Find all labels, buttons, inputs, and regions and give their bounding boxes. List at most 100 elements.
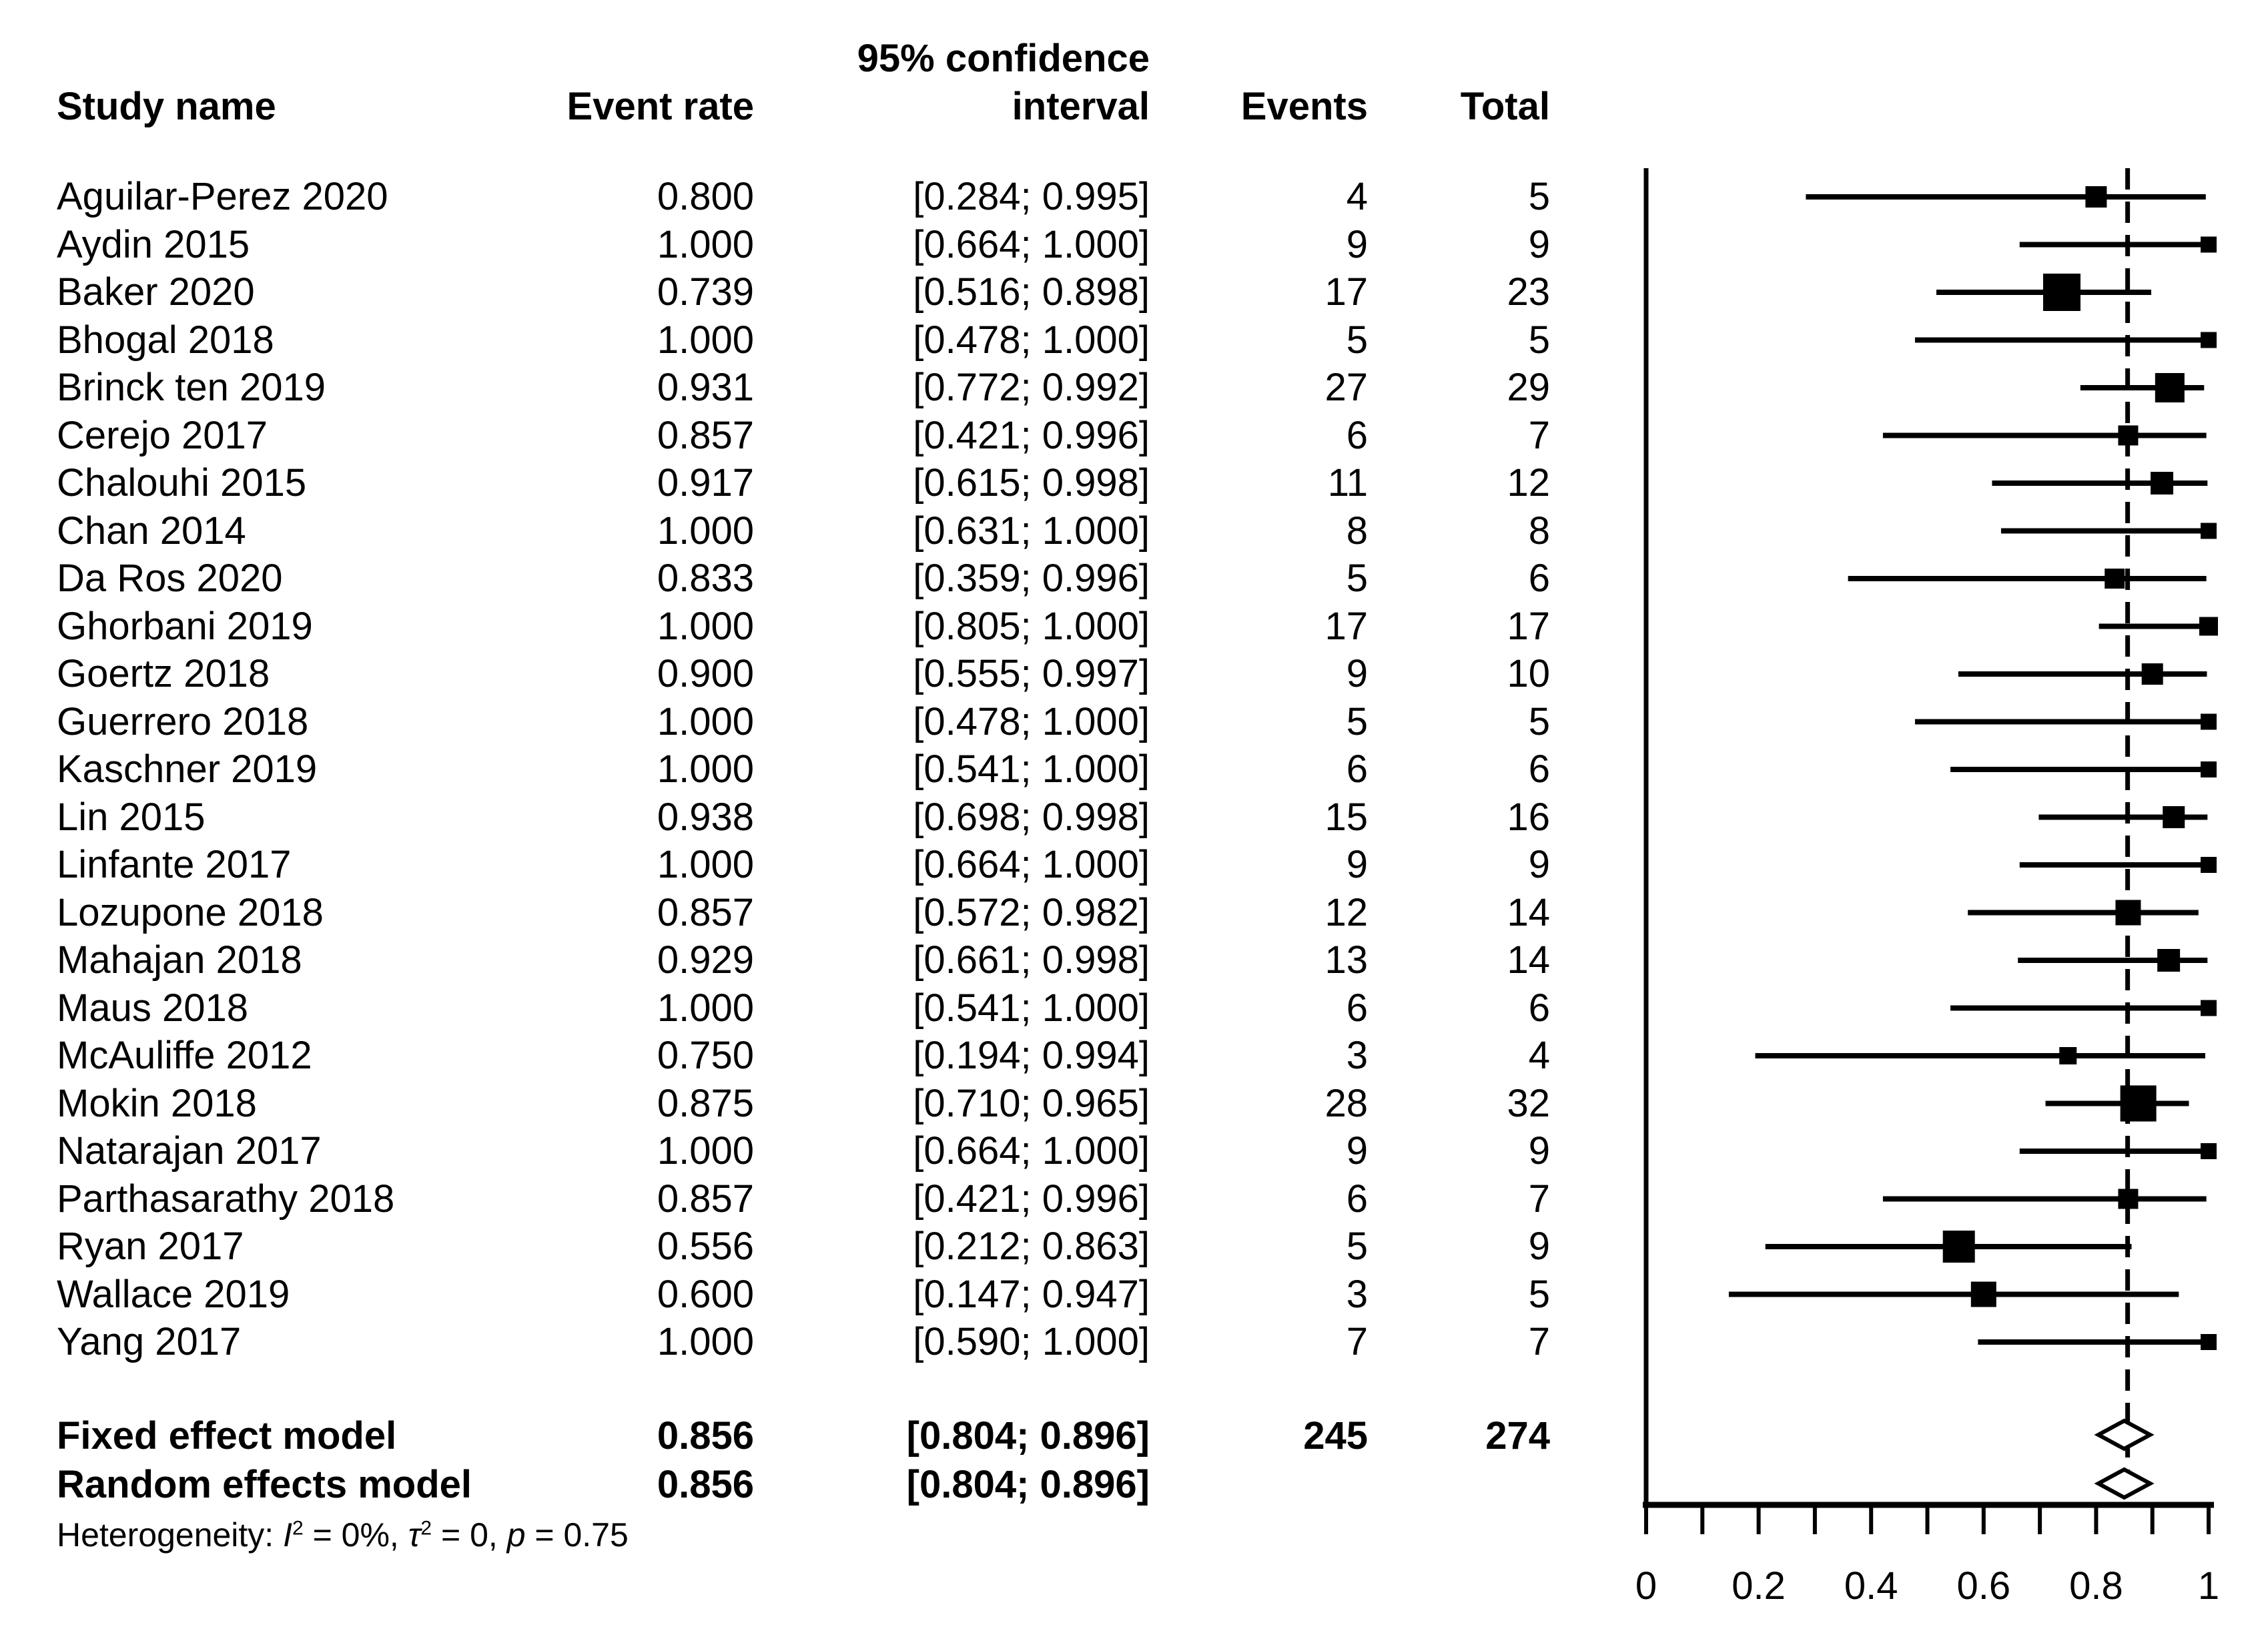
ci-cell: [0.284; 0.995] — [913, 175, 1150, 218]
total-cell: 23 — [1507, 270, 1550, 314]
events-cell: 6 — [1346, 413, 1368, 457]
event-rate-cell: 0.929 — [657, 938, 754, 982]
ci-cell: [0.664; 1.000] — [913, 1129, 1150, 1173]
table-row: Linfante 2017 1.000 [0.664; 1.000] 9 9 — [0, 841, 2268, 889]
point-estimate-square — [2163, 806, 2185, 828]
events-cell: 15 — [1325, 795, 1368, 839]
summary-rate: 0.856 — [657, 1463, 754, 1506]
events-cell: 17 — [1325, 604, 1368, 648]
event-rate-cell: 1.000 — [657, 604, 754, 648]
summary-events: 245 — [1303, 1414, 1368, 1457]
event-rate-cell: 1.000 — [657, 986, 754, 1030]
total-cell: 8 — [1528, 509, 1550, 553]
study-name-cell: Lin 2015 — [57, 795, 206, 839]
events-cell: 3 — [1346, 1272, 1368, 1316]
events-cell: 5 — [1346, 557, 1368, 600]
point-estimate-square — [2151, 472, 2174, 495]
event-rate-cell: 1.000 — [657, 222, 754, 266]
summary-rate: 0.856 — [657, 1414, 754, 1457]
total-header: Total — [1460, 85, 1550, 128]
total-cell: 6 — [1528, 986, 1550, 1030]
event-rate-cell: 1.000 — [657, 843, 754, 886]
point-estimate-square — [2085, 186, 2107, 208]
events-cell: 9 — [1346, 222, 1368, 266]
study-name-cell: Mokin 2018 — [57, 1081, 257, 1125]
axis-tick-label: 1 — [2198, 1564, 2219, 1608]
events-cell: 7 — [1346, 1320, 1368, 1363]
heterogeneity-text: 2 — [292, 1517, 304, 1540]
ci-cell: [0.698; 0.998] — [913, 795, 1150, 839]
ci-cell: [0.478; 1.000] — [913, 318, 1150, 362]
events-cell: 3 — [1346, 1034, 1368, 1077]
study-name-cell: Brinck ten 2019 — [57, 366, 326, 409]
study-name-cell: Yang 2017 — [57, 1320, 242, 1363]
table-row: Chalouhi 2015 0.917 [0.615; 0.998] 11 12 — [0, 459, 2268, 507]
heterogeneity-text: Heterogeneity: — [57, 1516, 284, 1554]
event-rate-cell: 0.917 — [657, 461, 754, 505]
point-estimate-square — [2201, 523, 2217, 539]
point-estimate-square — [2201, 1143, 2217, 1159]
table-row: Mokin 2018 0.875 [0.710; 0.965] 28 32 — [0, 1080, 2268, 1128]
events-cell: 6 — [1346, 986, 1368, 1030]
table-row: Maus 2018 1.000 [0.541; 1.000] 6 6 — [0, 984, 2268, 1032]
table-row: Bhogal 2018 1.000 [0.478; 1.000] 5 5 — [0, 316, 2268, 364]
heterogeneity-text: I — [283, 1516, 292, 1554]
study-name-cell: Mahajan 2018 — [57, 938, 302, 982]
summary-total: 274 — [1485, 1414, 1550, 1457]
fixed-effect-row: Fixed effect model 0.856 [0.804; 0.896] … — [0, 1412, 2268, 1460]
total-cell: 17 — [1507, 604, 1550, 648]
total-cell: 7 — [1528, 1177, 1550, 1221]
point-estimate-square — [1942, 1231, 1975, 1263]
point-estimate-square — [2120, 1085, 2157, 1122]
ci-cell: [0.478; 1.000] — [913, 699, 1150, 743]
study-name-cell: Baker 2020 — [57, 270, 255, 314]
heterogeneity-text: = 0.75 — [525, 1516, 629, 1554]
study-name-cell: Goertz 2018 — [57, 652, 270, 695]
events-cell: 17 — [1325, 270, 1368, 314]
axis-tick-label: 0.8 — [2069, 1564, 2123, 1608]
point-estimate-square — [2199, 617, 2218, 636]
axis-tick-label: 0.2 — [1732, 1564, 1786, 1608]
point-estimate-square — [1970, 1281, 1996, 1307]
event-rate-cell: 0.938 — [657, 795, 754, 839]
event-rate-header: Event rate — [566, 85, 754, 128]
ci-cell: [0.615; 0.998] — [913, 461, 1150, 505]
study-name-cell: Lozupone 2018 — [57, 890, 324, 934]
event-rate-cell: 1.000 — [657, 509, 754, 553]
summary-diamond — [2094, 1418, 2155, 1451]
events-cell: 13 — [1325, 938, 1368, 982]
ci-header-line1: 95% confidence — [857, 37, 1150, 80]
study-name-cell: Aydin 2015 — [57, 222, 250, 266]
ci-cell: [0.661; 0.998] — [913, 938, 1150, 982]
ci-cell: [0.421; 0.996] — [913, 413, 1150, 457]
ci-cell: [0.147; 0.947] — [913, 1272, 1150, 1316]
study-name-cell: Cerejo 2017 — [57, 413, 268, 457]
events-cell: 6 — [1346, 747, 1368, 791]
table-row: Natarajan 2017 1.000 [0.664; 1.000] 9 9 — [0, 1127, 2268, 1175]
total-cell: 4 — [1528, 1034, 1550, 1077]
summary-ci: [0.804; 0.896] — [906, 1463, 1150, 1506]
ci-cell: [0.664; 1.000] — [913, 222, 1150, 266]
ci-cell: [0.631; 1.000] — [913, 509, 1150, 553]
ci-cell: [0.710; 0.965] — [913, 1081, 1150, 1125]
table-row: Goertz 2018 0.900 [0.555; 0.997] 9 10 — [0, 650, 2268, 698]
event-rate-cell: 0.931 — [657, 366, 754, 409]
random-effects-row: Random effects model 0.856 [0.804; 0.896… — [0, 1461, 2268, 1509]
heterogeneity-text: τ — [408, 1516, 421, 1554]
events-cell: 4 — [1346, 175, 1368, 218]
point-estimate-square — [2118, 1189, 2139, 1209]
study-name-cell: Wallace 2019 — [57, 1272, 290, 1316]
total-cell: 10 — [1507, 652, 1550, 695]
event-rate-cell: 1.000 — [657, 747, 754, 791]
study-name-cell: Chan 2014 — [57, 509, 246, 553]
point-estimate-square — [2042, 274, 2081, 311]
ci-cell: [0.664; 1.000] — [913, 843, 1150, 886]
heterogeneity-text: 2 — [420, 1517, 432, 1540]
study-name-cell: Bhogal 2018 — [57, 318, 274, 362]
ci-cell: [0.212; 0.863] — [913, 1225, 1150, 1268]
total-cell: 9 — [1528, 222, 1550, 266]
study-name-header: Study name — [57, 85, 276, 128]
point-estimate-square — [2157, 949, 2181, 972]
table-row: Yang 2017 1.000 [0.590; 1.000] 7 7 — [0, 1318, 2268, 1366]
